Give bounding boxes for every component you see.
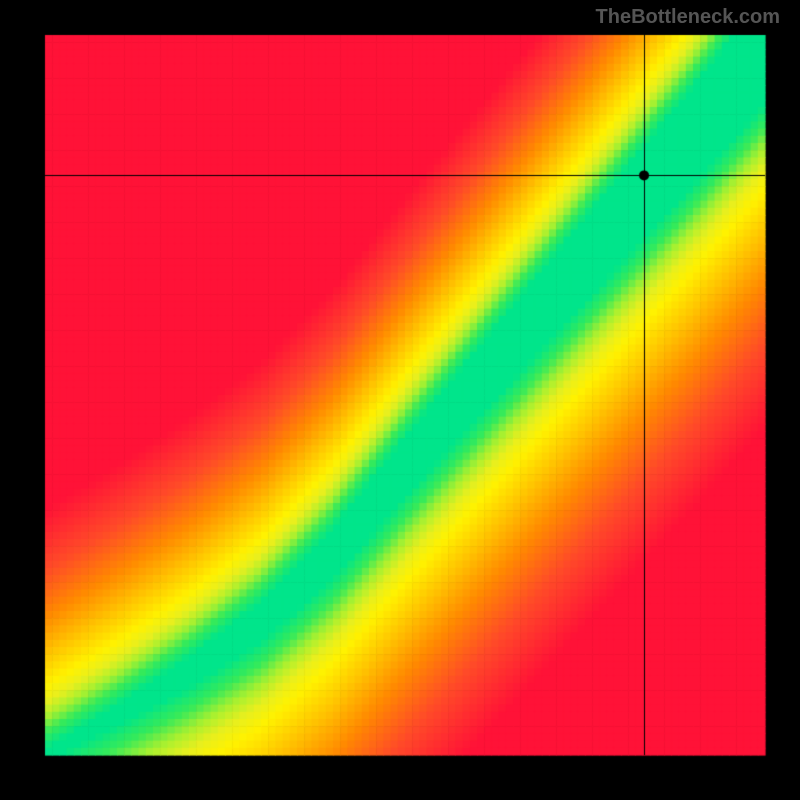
bottleneck-heatmap: [0, 0, 800, 800]
watermark-text: TheBottleneck.com: [596, 6, 780, 29]
chart-container: TheBottleneck.com: [0, 0, 800, 800]
